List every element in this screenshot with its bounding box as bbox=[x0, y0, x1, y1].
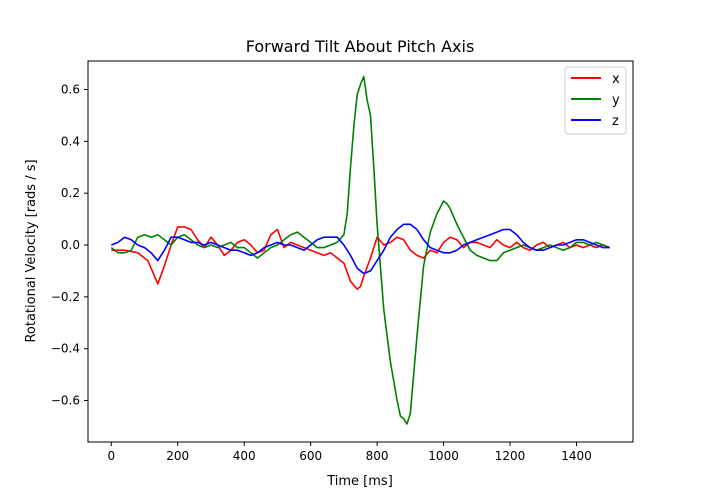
y-tick-label: 0.0 bbox=[61, 238, 80, 252]
y-tick-label: −0.6 bbox=[51, 394, 80, 408]
y-axis: −0.6 −0.4 −0.2 0.0 0.2 0.4 0.6 bbox=[51, 83, 88, 408]
series-line-y bbox=[110, 75, 610, 425]
x-axis: 0 200 400 600 800 1000 1200 1400 bbox=[107, 442, 592, 463]
axes-frame bbox=[87, 60, 634, 443]
x-tick-label: 1400 bbox=[561, 449, 592, 463]
x-tick-label: 1000 bbox=[428, 449, 459, 463]
x-axis-label: Time [ms] bbox=[326, 474, 393, 489]
x-tick-label: 600 bbox=[299, 449, 322, 463]
x-tick-label: 1200 bbox=[495, 449, 526, 463]
series-layer bbox=[110, 75, 610, 425]
x-tick-label: 400 bbox=[233, 449, 256, 463]
x-tick-label: 200 bbox=[166, 449, 189, 463]
legend-box bbox=[564, 66, 627, 135]
x-tick-label: 800 bbox=[366, 449, 389, 463]
legend: xyz bbox=[564, 66, 627, 135]
x-tick-label: 0 bbox=[107, 449, 115, 463]
y-tick-label: 0.4 bbox=[61, 134, 80, 148]
chart-title: Forward Tilt About Pitch Axis bbox=[246, 37, 475, 56]
y-tick-label: 0.6 bbox=[61, 83, 80, 97]
series-line-z bbox=[111, 223, 610, 275]
legend-label-x: x bbox=[612, 72, 620, 87]
y-tick-label: −0.2 bbox=[51, 290, 80, 304]
y-tick-label: 0.2 bbox=[61, 186, 80, 200]
y-axis-label: Rotational Velocity [rads / s] bbox=[24, 159, 39, 342]
y-tick-label: −0.4 bbox=[51, 342, 80, 356]
legend-label-y: y bbox=[612, 93, 620, 108]
legend-label-z: z bbox=[612, 114, 619, 129]
